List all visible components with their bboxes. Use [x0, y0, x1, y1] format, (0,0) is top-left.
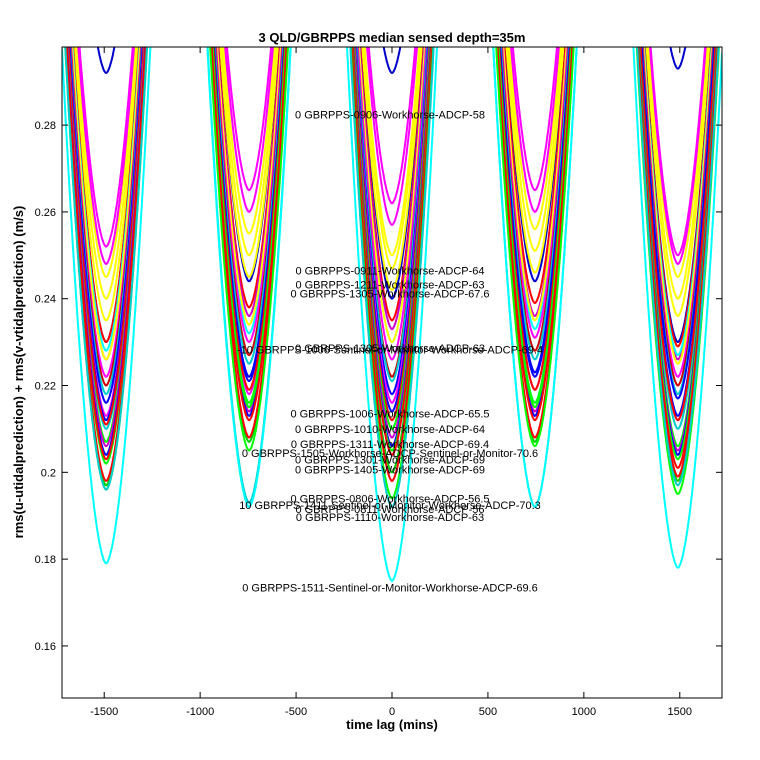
series-annotation: 0 GBRPPS-1211-Workhorse-ADCP-63 — [295, 279, 484, 291]
chart-title: 3 QLD/GBRPPS median sensed depth=35m — [259, 30, 526, 45]
x-tick-label: -1000 — [186, 706, 214, 718]
annotation-layer: 0 GBRPPS-0906-Workhorse-ADCP-58 0 GBRPPS-… — [237, 109, 543, 594]
series-line — [96, 47, 687, 74]
x-tick-label: 0 — [389, 706, 395, 718]
series-line — [66, 47, 718, 448]
series-line — [72, 47, 712, 343]
series-annotation: 0 GBRPPS-0806-Workhorse-ADCP-56.5 — [290, 493, 489, 505]
x-tick-label: -1500 — [90, 706, 118, 718]
series-annotation: 0 GBRPPS-1010-Workhorse-ADCP-64 — [295, 424, 485, 436]
series-line — [64, 47, 720, 500]
series-line — [78, 47, 707, 257]
x-tick-label: 1000 — [572, 706, 596, 718]
x-tick-label: 1500 — [668, 706, 692, 718]
series-annotation: 0 GBRPPS-1301-Workhorse-ADCP-69 — [295, 454, 485, 466]
series-line — [69, 47, 715, 395]
series-annotation: 0 GBRPPS-0811-Workhorse-ADCP-56 — [295, 504, 484, 516]
series-annotation: 0 GBRPPS-1006-Workhorse-ADCP-65.5 — [290, 409, 489, 421]
series-layer — [62, 47, 722, 582]
series-annotation: 0 GBRPPS-0906-Workhorse-ADCP-58 — [295, 109, 485, 121]
series-line — [73, 47, 711, 322]
y-tick-label: 0.22 — [35, 381, 56, 393]
series-line — [64, 47, 720, 487]
series-line — [64, 47, 720, 482]
y-tick-label: 0.18 — [35, 554, 56, 566]
y-tick-label: 0.2 — [41, 467, 56, 479]
series-annotation: 0 GBRPPS-1305-Workhorse-ADCP-67.6 — [290, 289, 489, 301]
x-tick-label: 500 — [479, 706, 497, 718]
series-annotation: 0 GBRPPS-1305-Workhorse-ADCP-63 — [295, 343, 485, 355]
series-line — [67, 47, 717, 422]
y-tick-label: 0.28 — [35, 120, 56, 132]
series-line — [66, 47, 718, 452]
series-line — [67, 47, 717, 422]
y-tick-label: 0.16 — [35, 641, 56, 653]
series-line — [77, 47, 707, 265]
series-line — [62, 47, 722, 582]
y-axis-label: rms(u-utidalprediction) + rms(v-vtidalpr… — [11, 206, 26, 539]
y-tick-label: 0.26 — [35, 207, 56, 219]
series-line — [74, 47, 710, 300]
series-annotation: 0 GBRPPS-1110-Workhorse-ADCP-63 — [296, 512, 484, 524]
series-line — [65, 47, 719, 469]
series-annotation: 0 GBRPPS-1505-Workhorse-ADCP-Sentinel-or… — [242, 448, 538, 460]
series-line — [71, 47, 714, 365]
series-line — [71, 47, 713, 361]
x-axis-label: time lag (mins) — [346, 717, 438, 732]
series-annotation: 0 GBRPPS-0911-Workhorse-ADCP-64 — [295, 266, 484, 278]
series-annotation: 0 GBRPPS-1511-Sentinel-or-Monitor-Workho… — [242, 582, 537, 594]
series-annotation: -10 GBRPPS-1006-Sentinel-or-Monitor-Work… — [237, 344, 543, 356]
series-line — [68, 47, 716, 404]
series-line — [70, 47, 714, 378]
series-line — [69, 47, 715, 387]
x-tick-label: -500 — [285, 706, 307, 718]
series-annotation: 10 GBRPPS-1411-Sentinel-or-Monitor-Workh… — [239, 500, 541, 512]
series-line — [67, 47, 717, 426]
series-line — [64, 47, 720, 508]
y-tick-label: 0.24 — [35, 294, 56, 306]
series-annotation: 0 GBRPPS-1405-Workhorse-ADCP-69 — [295, 465, 485, 477]
series-line — [72, 47, 713, 348]
plot-area — [62, 47, 722, 698]
tick-layer: -1500 -1000 -500 0 500 1000 1500 0.16 0.18 0.2 0.2… — [35, 47, 722, 718]
series-line — [76, 47, 708, 278]
series-line — [65, 47, 719, 465]
series-annotation: 0 GBRPPS-1311-Workhorse-ADCP-69.4 — [291, 439, 489, 451]
series-line — [65, 47, 719, 456]
